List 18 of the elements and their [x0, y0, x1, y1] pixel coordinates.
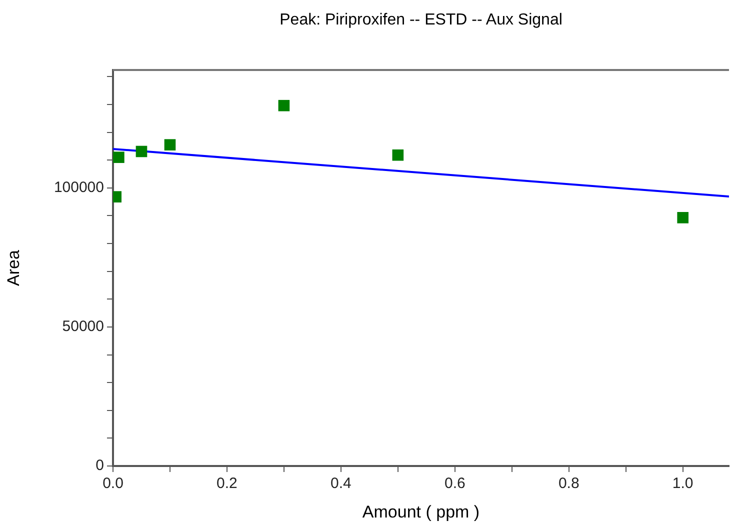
x-tick-label: 0.4 [330, 475, 352, 492]
y-tick-label: 0 [96, 457, 104, 474]
y-tick-label: 100000 [54, 179, 104, 196]
x-tick-label: 0.0 [102, 475, 124, 492]
x-tick-label: 1.0 [672, 475, 694, 492]
point [278, 100, 290, 112]
chart-title: Peak: Piriproxifen -- ESTD -- Aux Signal [280, 11, 562, 28]
x-tick-label: 0.6 [444, 475, 466, 492]
x-tick-label: 0.2 [216, 475, 238, 492]
point [136, 146, 148, 158]
point [392, 149, 404, 161]
x-tick-label: 0.8 [558, 475, 580, 492]
x-axis-title: Amount ( ppm ) [362, 502, 480, 522]
point [164, 139, 176, 150]
point [677, 212, 688, 224]
point [113, 152, 124, 163]
y-axis-title: Area [4, 250, 23, 286]
y-tick-label: 50000 [62, 318, 104, 336]
